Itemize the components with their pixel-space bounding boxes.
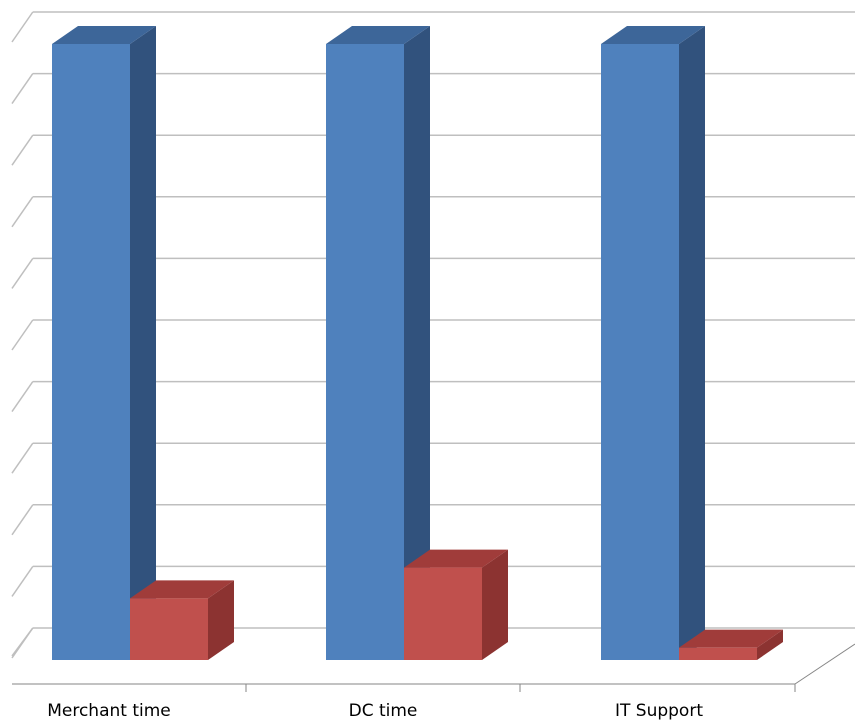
gridline-side <box>11 319 34 351</box>
category-label-dc-time: DC time <box>349 701 418 721</box>
bar-side-face <box>404 26 430 660</box>
bars <box>52 26 783 660</box>
bar-top-face <box>601 26 705 44</box>
bar-front-face <box>52 44 130 660</box>
bar-top-face <box>679 629 783 648</box>
bar-merchant-time-series-1 <box>52 26 156 660</box>
bar-side-face <box>757 629 783 660</box>
bar-it-support-series-1 <box>601 26 705 660</box>
bar-top-face <box>130 580 234 599</box>
gridline-side <box>11 73 34 105</box>
gridline-side <box>11 504 34 536</box>
category-label-merchant-time: Merchant time <box>47 701 171 721</box>
gridline-side <box>11 257 34 289</box>
bar-it-support-series-2 <box>679 629 783 660</box>
bar-front-face <box>679 647 757 660</box>
bar-side-face <box>208 580 234 660</box>
bar-top-face <box>52 26 156 44</box>
bar-front-face <box>326 44 404 660</box>
bar-side-face <box>482 549 508 660</box>
bar-dc-time-series-2 <box>404 549 508 660</box>
bar-top-face <box>326 26 430 44</box>
category-label-it-support: IT Support <box>615 701 703 721</box>
bar-front-face <box>130 598 208 660</box>
bar-dc-time-series-1 <box>326 26 430 660</box>
gridline-side <box>11 196 34 228</box>
category-labels: Merchant time DC time IT Support <box>47 701 703 721</box>
gridline-side <box>11 381 34 413</box>
bar-merchant-time-series-2 <box>130 580 234 660</box>
bar-side-face <box>679 26 705 660</box>
gridline-side <box>11 134 34 166</box>
floor-edge-right <box>794 643 855 685</box>
gridlines <box>11 11 855 659</box>
axes <box>11 627 855 692</box>
bar-side-face <box>130 26 156 660</box>
gridline-side <box>11 565 34 597</box>
gridline-side <box>11 442 34 474</box>
floor-edge-left <box>11 627 34 657</box>
bar-front-face <box>404 567 482 660</box>
bar-top-face <box>404 549 508 568</box>
bar-front-face <box>601 44 679 660</box>
gridline-side <box>11 11 34 43</box>
